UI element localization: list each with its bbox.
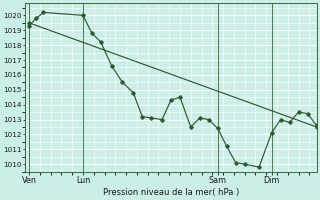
X-axis label: Pression niveau de la mer( hPa ): Pression niveau de la mer( hPa ): [103, 188, 239, 197]
